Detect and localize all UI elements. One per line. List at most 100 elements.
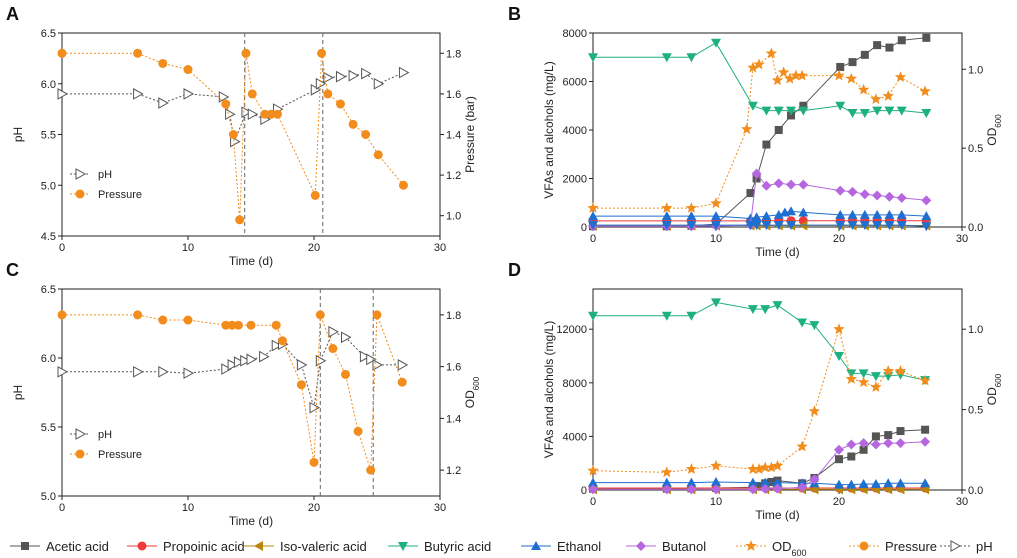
data-point <box>57 48 67 58</box>
data-point <box>846 439 857 450</box>
data-point <box>227 320 237 330</box>
data-point <box>278 336 287 346</box>
data-point <box>773 178 784 189</box>
data-point <box>761 180 772 191</box>
data-point <box>711 221 721 231</box>
data-point <box>661 202 673 213</box>
x-tick-label: 10 <box>710 233 722 245</box>
data-point <box>884 209 895 219</box>
data-point <box>240 354 251 367</box>
data-point <box>133 365 144 378</box>
data-point <box>835 101 846 111</box>
data-point <box>372 310 382 320</box>
data-point <box>221 363 232 375</box>
data-point <box>661 484 672 495</box>
data-point <box>870 381 882 392</box>
data-point <box>798 106 809 116</box>
data-point <box>834 352 844 361</box>
data-point <box>661 211 672 221</box>
y2-tick-label: 1.8 <box>446 48 461 60</box>
data-point <box>786 206 797 216</box>
data-point <box>711 38 721 48</box>
data-point <box>310 83 322 96</box>
data-point <box>341 369 350 379</box>
data-point <box>711 211 721 221</box>
data-point <box>920 436 931 447</box>
data-point <box>872 190 883 201</box>
data-point <box>57 88 69 100</box>
data-point <box>786 179 797 190</box>
y2-tick-label: 1.8 <box>446 310 461 322</box>
data-point <box>772 477 783 487</box>
data-point <box>686 221 697 231</box>
data-point <box>747 463 759 474</box>
data-point <box>588 484 598 495</box>
data-point <box>895 478 906 488</box>
series-line <box>593 42 927 114</box>
panel-label-A: A <box>6 4 19 24</box>
bottom-legend: Acetic acid Propoinic acid Iso-valeric aci… <box>10 539 993 558</box>
data-point <box>922 33 931 42</box>
data-point <box>310 190 320 200</box>
panel-label-D: D <box>508 260 521 280</box>
y-tick-label: 6.0 <box>41 353 56 365</box>
data-point <box>858 438 869 449</box>
data-point <box>315 354 327 367</box>
data-point <box>588 211 598 221</box>
data-point <box>751 221 762 231</box>
legend-marker-isovaleric <box>254 541 263 551</box>
data-point <box>857 376 870 388</box>
data-point <box>183 88 195 100</box>
data-point <box>882 365 894 376</box>
data-point <box>882 90 894 101</box>
x-axis-label: Time (d) <box>755 508 799 522</box>
y2-tick-label: 0.5 <box>968 143 983 155</box>
data-point <box>247 89 257 99</box>
data-point <box>859 209 870 219</box>
y-tick-label: 6000 <box>563 77 587 89</box>
data-point <box>774 126 783 134</box>
y2-axis-label: OD600 <box>985 373 1003 405</box>
data-point <box>328 344 338 354</box>
data-point <box>397 377 407 387</box>
data-point <box>366 465 376 475</box>
data-point <box>921 211 932 221</box>
data-point <box>588 311 598 321</box>
data-point <box>753 58 765 70</box>
legend-label: pH <box>98 429 112 441</box>
y2-tick-label: 1.0 <box>968 64 983 76</box>
data-point <box>335 70 347 83</box>
data-point <box>847 186 858 197</box>
data-point <box>361 130 371 139</box>
data-point <box>833 69 845 81</box>
series-line <box>593 224 927 227</box>
series-line <box>592 327 926 473</box>
data-point <box>335 99 345 109</box>
y-tick-label: 2000 <box>563 174 587 186</box>
data-point <box>859 445 868 454</box>
data-point <box>227 359 239 371</box>
data-point <box>846 479 857 489</box>
x-tick-label: 10 <box>710 496 722 508</box>
data-point <box>860 50 869 59</box>
data-point <box>685 202 698 213</box>
data-point <box>833 323 845 335</box>
data-point <box>247 108 259 121</box>
data-point <box>859 221 870 231</box>
y2-tick-label: 1.4 <box>446 130 461 142</box>
data-point <box>896 192 907 203</box>
data-point <box>361 67 372 80</box>
y2-tick-label: 0.5 <box>968 405 983 417</box>
data-point <box>686 53 697 63</box>
data-point <box>747 477 758 487</box>
legend-marker-butyric <box>398 542 408 551</box>
data-point <box>348 119 358 129</box>
data-point <box>797 482 808 493</box>
data-point <box>260 109 270 119</box>
series-line <box>593 301 926 381</box>
y-tick-label: 6.5 <box>41 284 56 296</box>
legend-label: Pressure <box>98 189 142 201</box>
y2-tick-label: 1.6 <box>446 89 461 101</box>
panel-label-B: B <box>508 4 521 24</box>
data-point <box>885 43 894 52</box>
